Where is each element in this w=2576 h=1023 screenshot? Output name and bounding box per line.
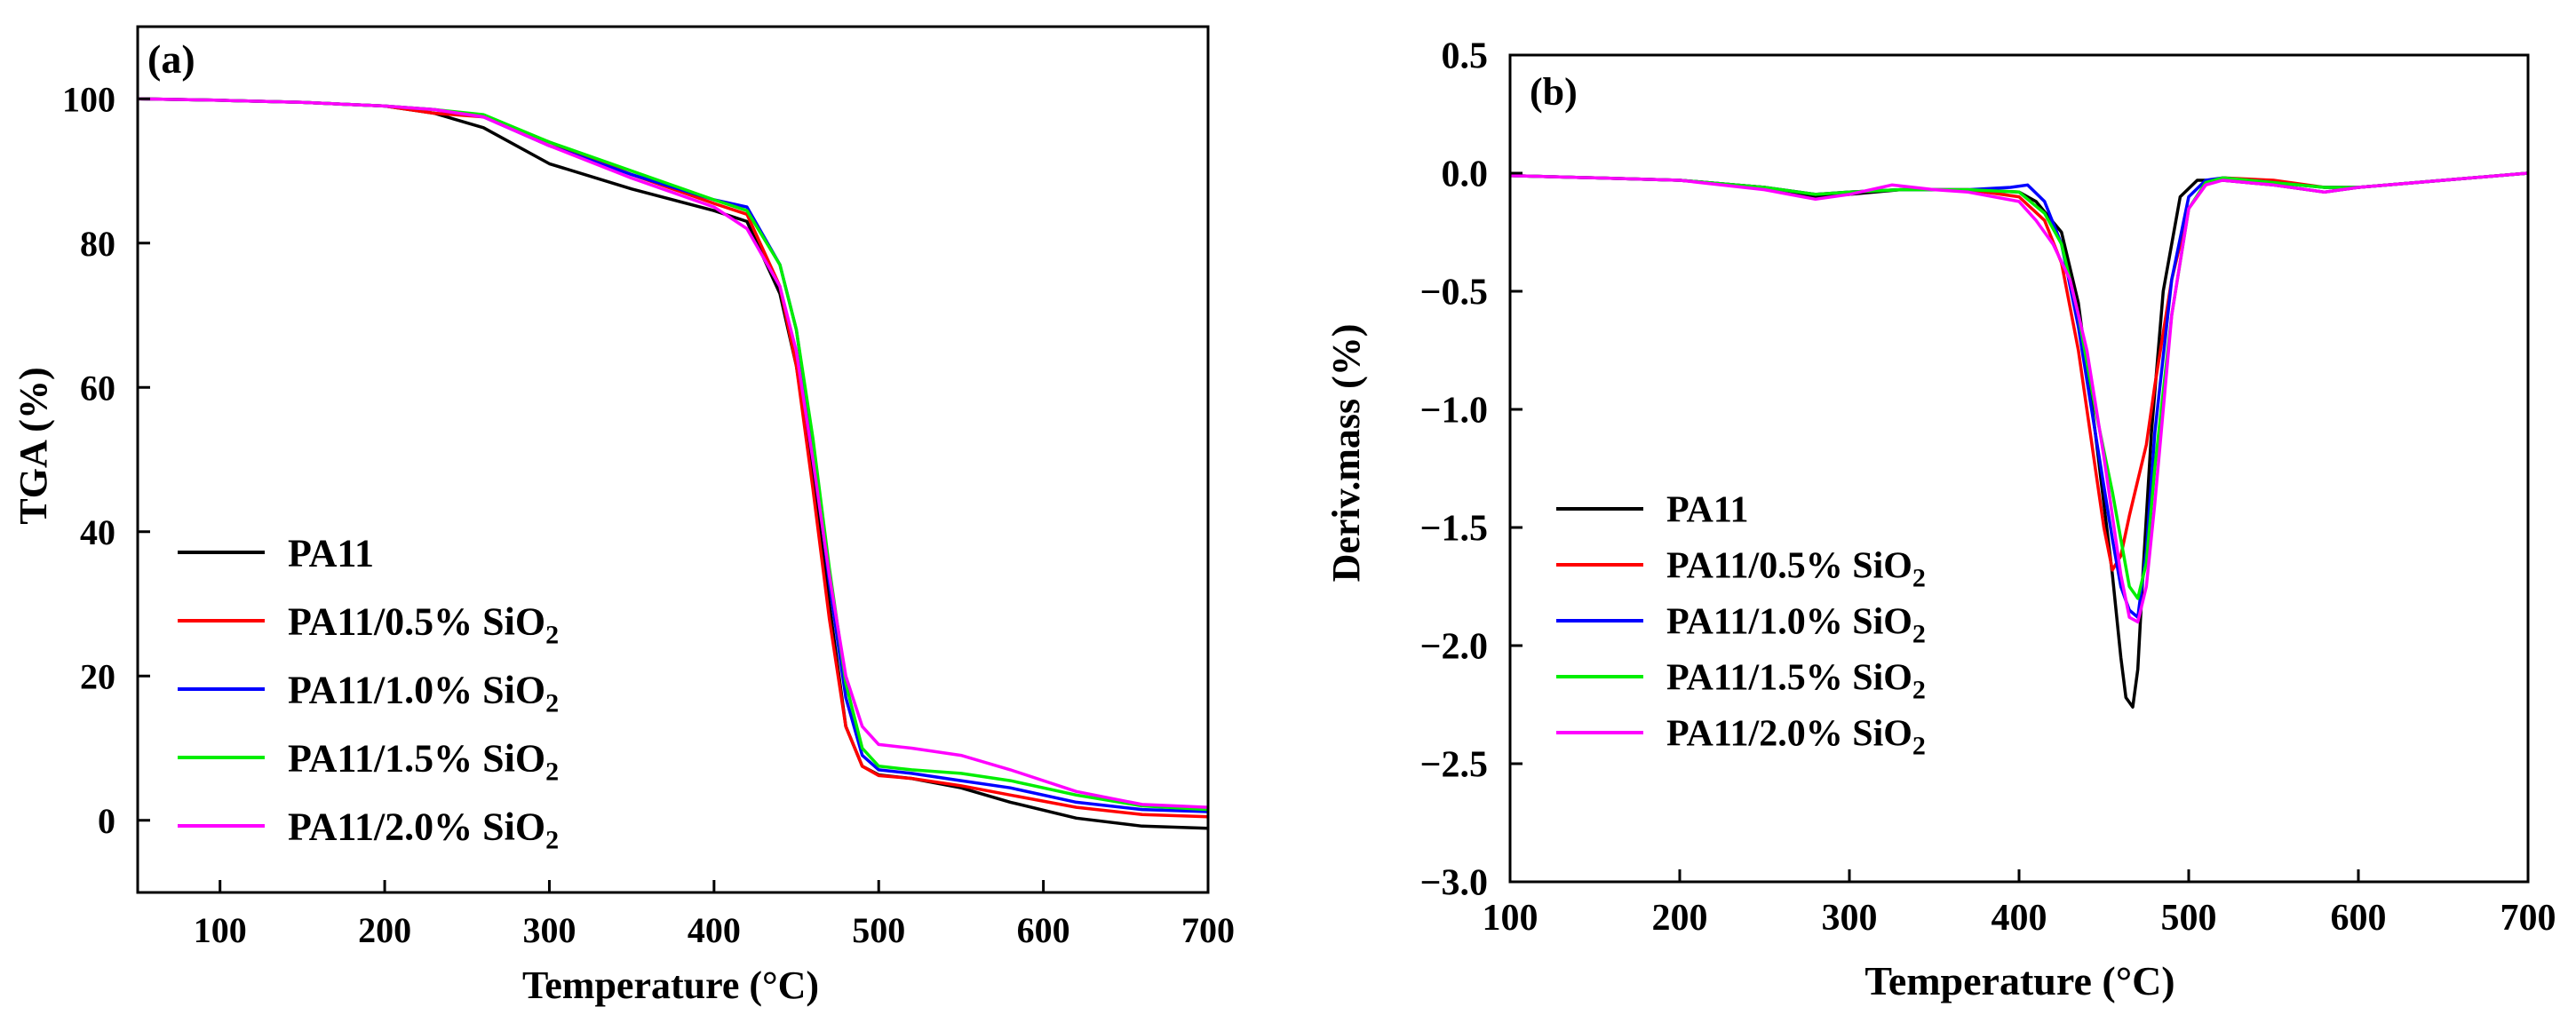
panel-a-x-tick-label: 500 <box>852 910 905 950</box>
panel-b-x-tick-label: 100 <box>1483 898 1538 939</box>
panel-b-series-line-2 <box>1510 171 2528 619</box>
panel-b-x-tick-label: 300 <box>1822 898 1878 939</box>
panel-b-y-tick-label: −0.5 <box>1420 273 1488 313</box>
panel-a-x-tick-label: 600 <box>1017 910 1070 950</box>
panel-b-legend-label-4: PA11/2.0% SiO2 <box>1666 714 1926 761</box>
panel-b-x-tick-label: 600 <box>2331 898 2387 939</box>
panel-a-series-line-1 <box>138 97 1208 819</box>
panel-b-y-tick-label: −3.0 <box>1420 863 1488 904</box>
panel-a-legend-label-3: PA11/1.5% SiO2 <box>288 736 559 786</box>
panel-a-legend-label-0: PA11 <box>288 531 374 575</box>
panel-b-y-axis-label: Deriv.mass (%) <box>1324 324 1368 583</box>
panel-b-series-line-3 <box>1510 171 2528 600</box>
panel-a-label: (a) <box>147 36 195 82</box>
panel-a-x-tick-label: 200 <box>358 910 411 950</box>
panel-a-x-tick-label: 100 <box>194 910 247 950</box>
panel-a-plot-frame <box>136 25 1210 894</box>
panel-a-series-line-0 <box>138 97 1208 830</box>
panel-b-x-tick-label: 700 <box>2500 898 2556 939</box>
panel-a-x-tick-label: 300 <box>522 910 576 950</box>
panel-b-series-line-1 <box>1510 171 2528 572</box>
panel-a-legend-label-2: PA11/1.0% SiO2 <box>288 668 559 718</box>
panel-b-series-line-4 <box>1510 171 2528 624</box>
panel-b-legend-label-1: PA11/0.5% SiO2 <box>1666 546 1926 593</box>
panel-a-legend-label-1: PA11/0.5% SiO2 <box>288 599 559 649</box>
panel-a-x-tick-label: 400 <box>688 910 741 950</box>
panel-b-legend-label-3: PA11/1.5% SiO2 <box>1666 658 1926 705</box>
panel-a-y-tick-label: 20 <box>80 656 115 696</box>
panel-b-y-tick-label: −2.5 <box>1420 745 1488 786</box>
panel-a-y-axis-label: TGA (%) <box>12 367 55 524</box>
panel-b-y-tick-label: −1.0 <box>1420 391 1488 432</box>
panel-a-series-group <box>138 97 1208 830</box>
panel-a-legend: PA11 PA11/0.5% SiO2 PA11/1.0% SiO2 PA11/1.5… <box>178 531 559 854</box>
panel-a-y-tick-label: 0 <box>98 801 115 841</box>
panel-b-legend-label-2: PA11/1.0% SiO2 <box>1666 602 1926 649</box>
panel-b-y-tick-label: −2.0 <box>1420 627 1488 668</box>
panel-b-y-tick-label: 0.0 <box>1442 155 1489 195</box>
panel-b-legend-label-0: PA11 <box>1666 490 1749 531</box>
panel-b-series-group <box>1510 171 2528 709</box>
panel-a-y-tick-label: 100 <box>62 79 115 119</box>
panel-a-y-tick-label: 40 <box>80 512 115 552</box>
panel-b-derivative-chart: (b) Temperature (°C) Deriv.mass (%) 100 2… <box>1324 36 2556 1003</box>
panel-b-x-tick-label: 500 <box>2161 898 2217 939</box>
panel-a-y-tick-label: 60 <box>80 368 115 408</box>
panel-b-y-tick-label: −1.5 <box>1420 509 1488 550</box>
panel-a-x-tick-label: 700 <box>1181 910 1235 950</box>
panel-a-y-tick-label: 80 <box>80 224 115 264</box>
panel-a-legend-label-4: PA11/2.0% SiO2 <box>288 805 559 854</box>
panel-a-series-line-4 <box>138 97 1208 809</box>
panel-b-x-tick-label: 200 <box>1652 898 1708 939</box>
panel-a-x-axis-label: Temperature (°C) <box>522 964 819 1007</box>
panel-b-y-tick-label: 0.5 <box>1442 36 1489 77</box>
panel-b-x-axis-label: Temperature (°C) <box>1864 958 2174 1003</box>
panel-b-x-tick-label: 400 <box>1992 898 2047 939</box>
panel-a-tga-chart: (a) Temperature (°C) TGA (%) 100 200 300 40… <box>12 25 1235 1007</box>
panel-b-legend: PA11 PA11/0.5% SiO2 PA11/1.0% SiO2 PA11/1.5… <box>1556 490 1926 761</box>
panel-b-series-line-0 <box>1510 171 2528 709</box>
panel-b-label: (b) <box>1530 70 1578 114</box>
